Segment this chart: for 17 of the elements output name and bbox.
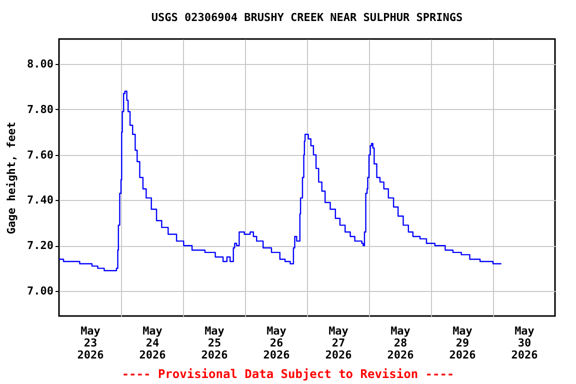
x-tick-label: May 25 2026 — [201, 324, 228, 362]
x-tick-label: May 26 2026 — [263, 324, 290, 362]
x-tick-label: May 30 2026 — [511, 324, 538, 362]
y-axis-title: Gage height, feet — [5, 122, 18, 234]
y-tick-label: 7.60 — [27, 148, 54, 162]
y-tick-label: 8.00 — [27, 57, 54, 70]
y-tick-label: 7.00 — [27, 284, 54, 298]
text: ---- Provisional Data Subject to Revision ---- — [120, 367, 456, 381]
x-tick-label: May 28 2026 — [387, 324, 414, 362]
x-tick-label: May 23 2026 — [77, 324, 104, 362]
y-tick-label: 7.20 — [27, 239, 54, 252]
x-tick-label: May 24 2026 — [139, 324, 166, 362]
y-tick-label: 7.40 — [27, 194, 54, 207]
y-tick-label: 7.80 — [27, 102, 54, 116]
x-tick-label: May 29 2026 — [449, 324, 476, 362]
chart-title: USGS 02306904 BRUSHY CREEK NEAR SULPHUR SPRINGS — [151, 11, 463, 24]
x-tick-label: May 27 2026 — [325, 324, 352, 362]
